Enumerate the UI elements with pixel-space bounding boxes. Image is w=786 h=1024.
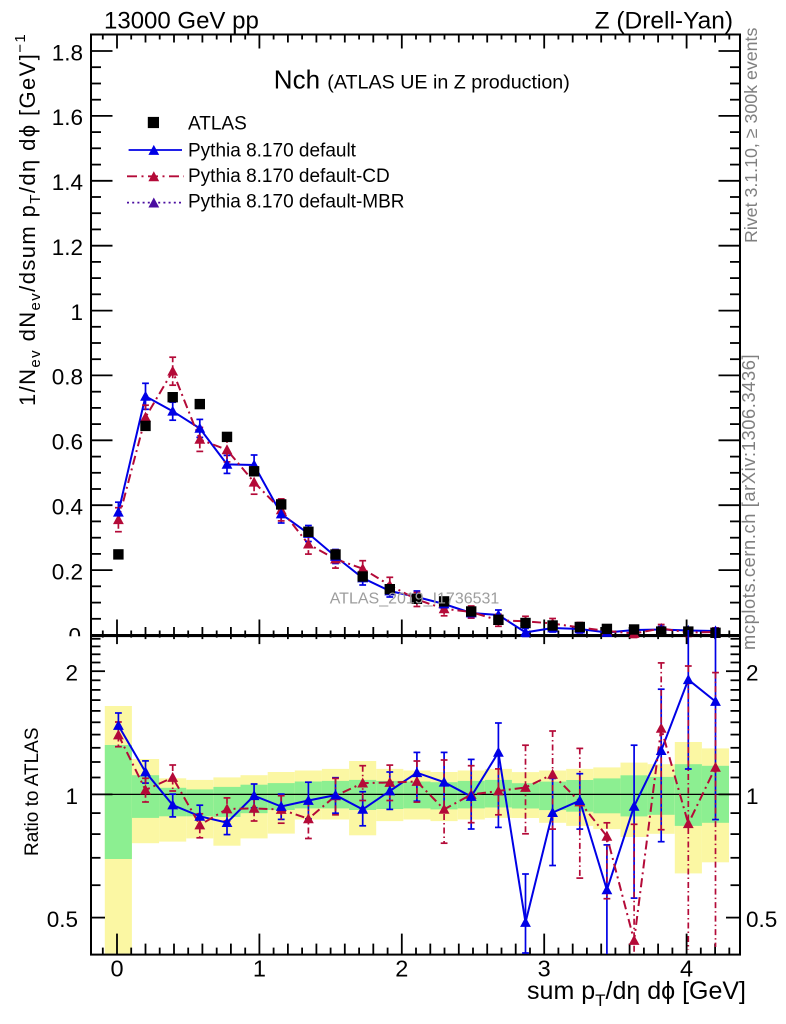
svg-text:2: 2	[746, 661, 759, 686]
svg-text:1.8: 1.8	[52, 40, 83, 65]
svg-text:1.2: 1.2	[52, 235, 83, 260]
svg-text:0.2: 0.2	[52, 559, 83, 584]
svg-text:0.5: 0.5	[746, 907, 777, 932]
svg-text:1.4: 1.4	[52, 170, 83, 195]
svg-text:Z (Drell-Yan): Z (Drell-Yan)	[595, 8, 733, 35]
svg-text:0.8: 0.8	[52, 365, 83, 390]
svg-text:Pythia 8.170 default: Pythia 8.170 default	[188, 141, 357, 162]
svg-text:0.6: 0.6	[52, 430, 83, 455]
svg-text:1.6: 1.6	[52, 105, 83, 130]
svg-text:Pythia 8.170 default-MBR: Pythia 8.170 default-MBR	[188, 192, 405, 213]
svg-text:mcplots.cern.ch [arXiv:1306.34: mcplots.cern.ch [arXiv:1306.3436]	[738, 354, 759, 650]
svg-text:13000 GeV pp: 13000 GeV pp	[104, 8, 259, 35]
svg-text:1/Nev dNev/dsum pT/dη dϕ [GeV: 1/Nev dNev/dsum pT/dη dϕ [GeV]−1	[12, 33, 44, 406]
svg-text:0.5: 0.5	[47, 907, 78, 932]
svg-text:Rivet 3.1.10, ≥ 300k events: Rivet 3.1.10, ≥ 300k events	[741, 28, 761, 243]
svg-text:4: 4	[680, 956, 693, 982]
svg-text:1: 1	[253, 956, 266, 982]
svg-text:sum pT/dη dϕ [GeV]: sum pT/dη dϕ [GeV]	[527, 977, 746, 1010]
svg-text:ATLAS: ATLAS	[188, 114, 247, 135]
svg-text:Pythia 8.170 default-CD: Pythia 8.170 default-CD	[188, 166, 390, 187]
svg-text:Ratio to ATLAS: Ratio to ATLAS	[22, 728, 43, 857]
svg-text:1: 1	[746, 784, 759, 809]
svg-text:1: 1	[65, 784, 78, 809]
svg-text:ATLAS_2019_I1736531: ATLAS_2019_I1736531	[330, 591, 500, 608]
svg-text:0: 0	[68, 624, 81, 649]
svg-text:2: 2	[65, 661, 78, 686]
svg-text:2: 2	[395, 956, 408, 982]
svg-text:0.4: 0.4	[52, 495, 83, 520]
svg-text:1: 1	[70, 300, 83, 325]
svg-text:3: 3	[538, 956, 551, 982]
svg-text:0: 0	[110, 956, 123, 982]
